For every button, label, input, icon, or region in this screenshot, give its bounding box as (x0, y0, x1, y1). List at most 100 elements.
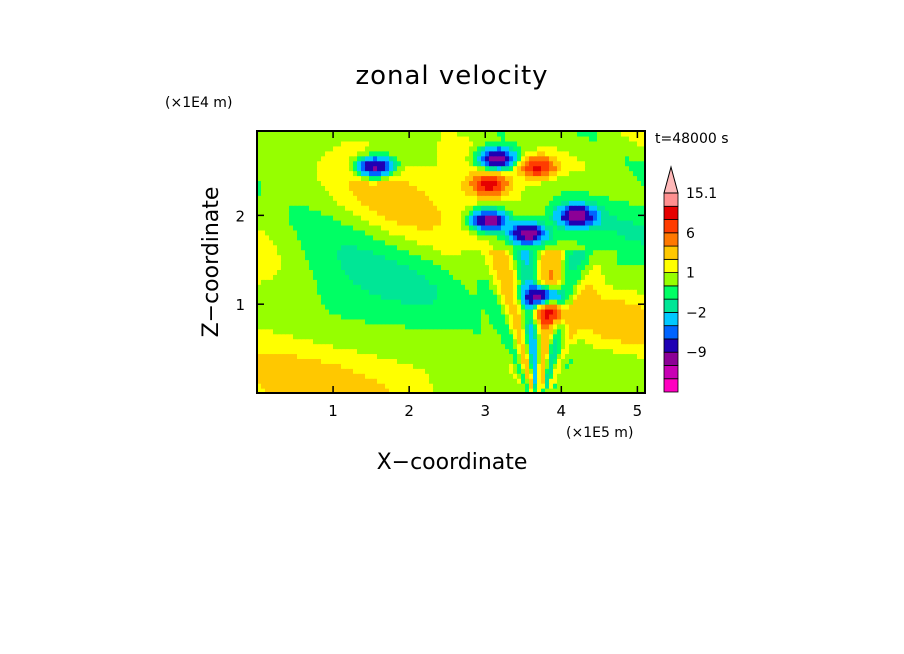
heatmap-cell (273, 368, 278, 374)
heatmap-cell (461, 155, 466, 162)
heatmap-cell (641, 175, 645, 182)
heatmap-cell (469, 304, 474, 310)
heatmap-cell (273, 388, 278, 393)
heatmap-cell (561, 279, 566, 285)
heatmap-cell (621, 338, 626, 345)
heatmap-cell (369, 348, 374, 355)
heatmap-cell (397, 318, 402, 325)
heatmap-cell (301, 294, 306, 300)
heatmap-cell (281, 155, 286, 162)
heatmap-cell (573, 234, 578, 241)
heatmap-cell (533, 249, 538, 256)
heatmap-cell (345, 333, 350, 340)
heatmap-cell (349, 175, 354, 182)
heatmap-cell (469, 289, 474, 295)
heatmap-cell (589, 234, 594, 241)
heatmap-cell (357, 175, 362, 182)
heatmap-cell (589, 180, 594, 186)
heatmap-cell (289, 274, 294, 280)
heatmap-cell (469, 195, 474, 201)
heatmap-cell (441, 353, 446, 359)
heatmap-cell (357, 363, 362, 369)
heatmap-cell (417, 304, 422, 310)
heatmap-cell (485, 249, 490, 256)
heatmap-cell (333, 205, 338, 211)
heatmap-cell (329, 284, 334, 290)
heatmap-cell (609, 338, 614, 345)
heatmap-cell (401, 294, 406, 300)
heatmap-cell (553, 348, 558, 355)
heatmap-cell (565, 145, 570, 152)
heatmap-cell (413, 383, 418, 389)
heatmap-cell (501, 150, 506, 157)
heatmap-cell (497, 249, 502, 256)
heatmap-cell (621, 358, 626, 364)
heatmap-cell (525, 205, 530, 211)
heatmap-cell (613, 195, 618, 201)
heatmap-cell (317, 239, 322, 246)
heatmap-cell (485, 368, 490, 374)
heatmap-cell (605, 234, 610, 241)
heatmap-cell (381, 304, 386, 310)
heatmap-cell (601, 190, 606, 196)
heatmap-cell (317, 308, 322, 315)
heatmap-cell (493, 338, 498, 345)
heatmap-cell (501, 180, 506, 186)
heatmap-cell (285, 289, 290, 295)
heatmap-cell (537, 264, 542, 271)
heatmap-cell (425, 363, 430, 369)
heatmap-cell (313, 388, 318, 393)
heatmap-cell (301, 229, 306, 236)
heatmap-cell (405, 249, 410, 256)
heatmap-cell (353, 274, 358, 280)
heatmap-cell (333, 353, 338, 359)
heatmap-cell (417, 135, 422, 142)
heatmap-cell (553, 254, 558, 261)
heatmap-cell (589, 358, 594, 364)
heatmap-cell (613, 353, 618, 359)
heatmap-cell (285, 190, 290, 196)
heatmap-cell (333, 358, 338, 364)
heatmap-cell (549, 224, 554, 231)
heatmap-cell (357, 200, 362, 206)
heatmap-cell (533, 368, 538, 374)
heatmap-cell (465, 195, 470, 201)
heatmap-cell (573, 185, 578, 191)
heatmap-cell (345, 175, 350, 182)
heatmap-cell (453, 318, 458, 325)
heatmap-cell (285, 363, 290, 369)
heatmap-cell (545, 234, 550, 241)
heatmap-cell (513, 254, 518, 261)
heatmap-cell (421, 348, 426, 355)
heatmap-cell (581, 368, 586, 374)
heatmap-cell (489, 269, 494, 275)
heatmap-cell (389, 304, 394, 310)
heatmap-cell (393, 318, 398, 325)
heatmap-cell (341, 165, 346, 172)
heatmap-cell (401, 249, 406, 256)
heatmap-cell (477, 155, 482, 162)
heatmap-cell (557, 348, 562, 355)
heatmap-cell (613, 205, 618, 211)
heatmap-cell (477, 289, 482, 295)
heatmap-cell (457, 378, 462, 384)
heatmap-cell (297, 190, 302, 196)
heatmap-cell (297, 378, 302, 384)
heatmap-cell (261, 284, 266, 290)
heatmap-cell (545, 170, 550, 177)
heatmap-cell (577, 323, 582, 330)
heatmap-cell (573, 254, 578, 261)
heatmap-cell (441, 363, 446, 369)
heatmap-cell (313, 195, 318, 201)
heatmap-cell (297, 388, 302, 393)
heatmap-cell (433, 338, 438, 345)
heatmap-cell (593, 333, 598, 340)
heatmap-cell (385, 264, 390, 271)
heatmap-cell (513, 368, 518, 374)
heatmap-cell (605, 383, 610, 389)
heatmap-cell (321, 343, 326, 350)
heatmap-cell (449, 318, 454, 325)
heatmap-cell (613, 284, 618, 290)
heatmap-cell (617, 259, 622, 266)
heatmap-cell (345, 343, 350, 350)
